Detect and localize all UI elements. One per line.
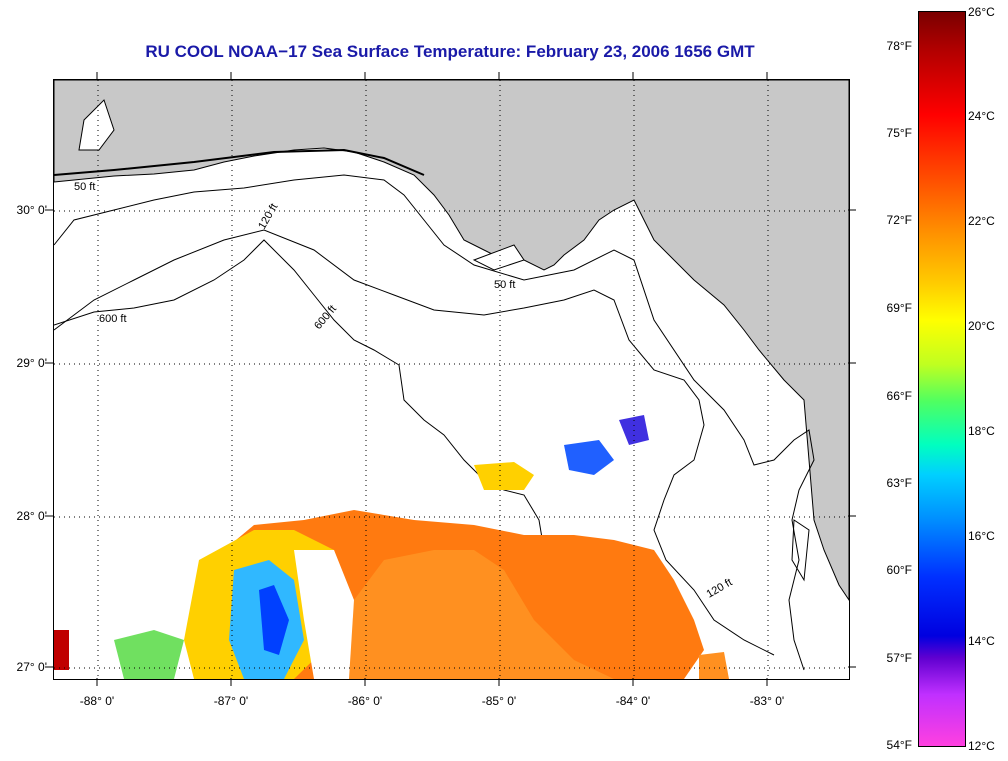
colorbar-c-24: 24°C <box>968 109 995 123</box>
lon-label-83: -83° 0' <box>749 694 785 708</box>
colorbar-c-20: 20°C <box>968 319 995 333</box>
bay-outline-2 <box>472 244 525 271</box>
bay-outline-3 <box>791 519 810 582</box>
isobath-120ft <box>54 229 775 656</box>
colorbar-c-22: 22°C <box>968 214 995 228</box>
sst-blob-4 <box>699 652 729 679</box>
isobath-label-50ft: 50 ft <box>74 181 95 193</box>
bay-outline <box>78 99 115 151</box>
isobath-label-50ft-b: 50 ft <box>494 279 515 291</box>
isobath-label-120ft: 120 ft <box>256 202 280 232</box>
lat-label-28: 28° 0' <box>16 509 47 523</box>
colorbar-f-54: 54°F <box>886 738 912 752</box>
sst-green-west <box>114 630 184 679</box>
colorbar-f-78: 78°F <box>886 39 912 53</box>
colorbar-f-75: 75°F <box>886 126 912 140</box>
colorbar-f-63: 63°F <box>886 476 912 490</box>
temperature-colorbar <box>918 11 966 747</box>
land-florida-panhandle <box>54 80 849 601</box>
colorbar-c-18: 18°C <box>968 424 995 438</box>
colorbar-c-14: 14°C <box>968 634 995 648</box>
sst-cold-streak <box>259 585 289 655</box>
sst-warm-field-2 <box>349 550 614 679</box>
colorbar-f-57: 57°F <box>886 651 912 665</box>
sst-hot-spot <box>54 630 69 670</box>
colorbar-c-16: 16°C <box>968 529 995 543</box>
colorbar-f-72: 72°F <box>886 213 912 227</box>
lon-label-86: -86° 0' <box>347 694 383 708</box>
lon-label-84: -84° 0' <box>615 694 651 708</box>
colorbar-f-60: 60°F <box>886 563 912 577</box>
colorbar-c-12: 12°C <box>968 739 995 753</box>
lat-label-29: 29° 0' <box>16 356 47 370</box>
sst-map[interactable]: 50 ft 120 ft 600 ft 120 ft 50 ft 600 ft <box>53 79 850 680</box>
lon-label-85: -85° 0' <box>481 694 517 708</box>
sst-gap <box>294 550 354 679</box>
lat-label-30: 30° 0' <box>16 203 47 217</box>
lon-label-87: -87° 0' <box>213 694 249 708</box>
sst-blob-1 <box>474 462 534 490</box>
colorbar-c-26: 26°C <box>968 5 995 19</box>
map-title: RU COOL NOAA−17 Sea Surface Temperature:… <box>145 42 755 61</box>
barrier-islands <box>54 148 425 176</box>
colorbar-f-69: 69°F <box>886 301 912 315</box>
isobath-label-600ft: 600 ft <box>99 313 127 325</box>
isobath-label-600ft-b: 600 ft <box>312 303 339 332</box>
isobath-50ft <box>54 174 815 671</box>
lat-label-27: 27° 0' <box>16 660 47 674</box>
isobath-label-120ft-b: 120 ft <box>705 576 735 600</box>
sst-blob-2 <box>564 440 614 475</box>
lon-label-88: -88° 0' <box>79 694 115 708</box>
map-canvas: 50 ft 120 ft 600 ft 120 ft 50 ft 600 ft <box>54 80 849 679</box>
colorbar-f-66: 66°F <box>886 389 912 403</box>
